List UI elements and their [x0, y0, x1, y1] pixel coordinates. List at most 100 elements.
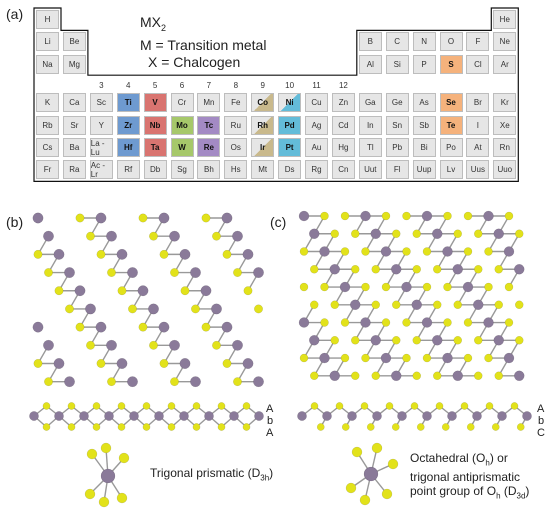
- element-mg: Mg: [62, 54, 86, 74]
- metal-atom: [253, 376, 264, 388]
- group-number-6: 6: [179, 80, 185, 90]
- chalcogen-atom: [391, 423, 400, 431]
- chalcogen-atom: [310, 300, 319, 310]
- metal-atom: [204, 411, 214, 421]
- stacking-label-c-3: C: [537, 427, 545, 439]
- metal-atom: [339, 281, 351, 293]
- chalcogen-atom: [463, 247, 473, 256]
- chalcogen-atom: [98, 496, 110, 508]
- element-symbol: Li: [44, 37, 51, 47]
- metal-atom: [200, 285, 212, 297]
- chalcogen-atom: [484, 282, 493, 292]
- chalcogen-atom: [142, 423, 151, 431]
- element-symbol: N: [421, 37, 427, 47]
- metal-atom: [154, 411, 164, 421]
- element-ag: Ag: [305, 115, 328, 135]
- element-bh: Bh: [197, 160, 221, 180]
- element-symbol: Fe: [231, 98, 241, 108]
- element-in: In: [358, 115, 382, 135]
- element-symbol: H: [44, 15, 51, 24]
- element-symbol: Db: [149, 165, 161, 175]
- element-symbol: Ar: [500, 59, 509, 69]
- element-symbol: Bi: [420, 143, 428, 152]
- element-li: Li: [36, 32, 59, 52]
- element-br: Br: [466, 93, 490, 113]
- element-ru: Ru: [224, 115, 248, 135]
- element-symbol: F: [475, 37, 481, 47]
- element-sr: Sr: [62, 115, 86, 135]
- element-symbol: Rn: [499, 143, 510, 152]
- metal-atom: [95, 212, 107, 224]
- formula-legend: MX2 M = Transition metal X = Chalcogen: [140, 14, 266, 71]
- chalcogen-atom: [299, 247, 309, 256]
- element-symbol: Ir: [260, 143, 266, 152]
- element-symbol: Pt: [285, 143, 294, 152]
- chalcogen-atom: [243, 286, 253, 296]
- chalcogen-atom: [116, 492, 128, 504]
- element-symbol: C: [394, 37, 401, 47]
- chalcogen-atom: [75, 322, 85, 332]
- element-k: K: [36, 93, 59, 113]
- caption-c-line3-end: ): [525, 484, 530, 499]
- metal-atom: [298, 210, 310, 222]
- chalcogen-atom: [128, 304, 137, 314]
- metal-atom: [116, 248, 128, 260]
- group-number-12: 12: [338, 80, 348, 90]
- chalcogen-atom: [254, 304, 263, 314]
- metal-atom: [29, 411, 39, 421]
- metal-atom: [322, 411, 332, 421]
- metal-atom: [297, 411, 307, 421]
- metal-atom: [497, 411, 507, 421]
- element-nb: Nb: [143, 115, 167, 135]
- metal-atom: [242, 358, 254, 369]
- chalcogen-atom: [167, 402, 176, 410]
- chalcogen-atom: [138, 213, 148, 223]
- metal-atom: [347, 411, 357, 421]
- element-ir: Ir: [251, 138, 275, 157]
- chalcogen-atom: [412, 371, 421, 381]
- metal-atom: [179, 411, 189, 421]
- chalcogen-atom: [222, 359, 232, 368]
- element-te: Te: [439, 115, 463, 135]
- element-symbol: Tc: [204, 120, 214, 130]
- element-rf: Rf: [116, 160, 140, 180]
- element-symbol: Xe: [499, 120, 510, 130]
- element-symbol: Os: [230, 143, 241, 152]
- element-symbol: Ti: [124, 98, 132, 108]
- formula-text: MX: [140, 14, 161, 30]
- chalcogen-atom: [222, 249, 232, 259]
- caption-c-line1: Octahedral (Oh) or: [410, 451, 529, 470]
- chalcogen-atom: [412, 336, 421, 345]
- caption-b-end: ): [269, 466, 274, 480]
- element-symbol: Ta: [150, 143, 160, 152]
- periodic-table: 3 4 5 6 7 8 9 10 11 12 H He Li Be B C N O F Ne Na Mg Al Si P S Cl A…: [30, 4, 535, 205]
- chalcogen-atom: [494, 300, 503, 310]
- metal-atom: [179, 248, 191, 260]
- element-po: Po: [439, 138, 463, 157]
- chalcogen-atom: [118, 452, 130, 464]
- metal-atom: [158, 212, 170, 224]
- metal-atom: [242, 248, 254, 260]
- chalcogen-atom: [474, 265, 483, 274]
- element-pd: Pd: [278, 115, 302, 135]
- element-c: C: [385, 32, 409, 52]
- element-symbol: Zr: [124, 120, 133, 130]
- chalcogen-atom: [491, 423, 500, 431]
- element-symbol: Y: [98, 120, 104, 130]
- chalcogen-atom: [351, 265, 360, 274]
- metal-atom: [493, 228, 504, 240]
- metal-atom: [350, 299, 361, 311]
- chalcogen-atom: [167, 423, 176, 431]
- element-ni: Ni: [278, 93, 302, 113]
- element-symbol: Rb: [42, 120, 53, 130]
- chalcogen-atom: [504, 211, 514, 221]
- element-mn: Mn: [197, 93, 221, 113]
- chalcogen-atom: [453, 229, 462, 239]
- chalcogen-atom: [201, 213, 211, 223]
- caption-b-text: Trigonal prismatic (D: [150, 466, 261, 480]
- chalcogen-atom: [474, 336, 483, 345]
- element-symbol: Bh: [203, 165, 214, 175]
- chalcogen-atom: [107, 268, 116, 278]
- chalcogen-atom: [443, 211, 452, 221]
- chalcogen-atom: [100, 442, 112, 454]
